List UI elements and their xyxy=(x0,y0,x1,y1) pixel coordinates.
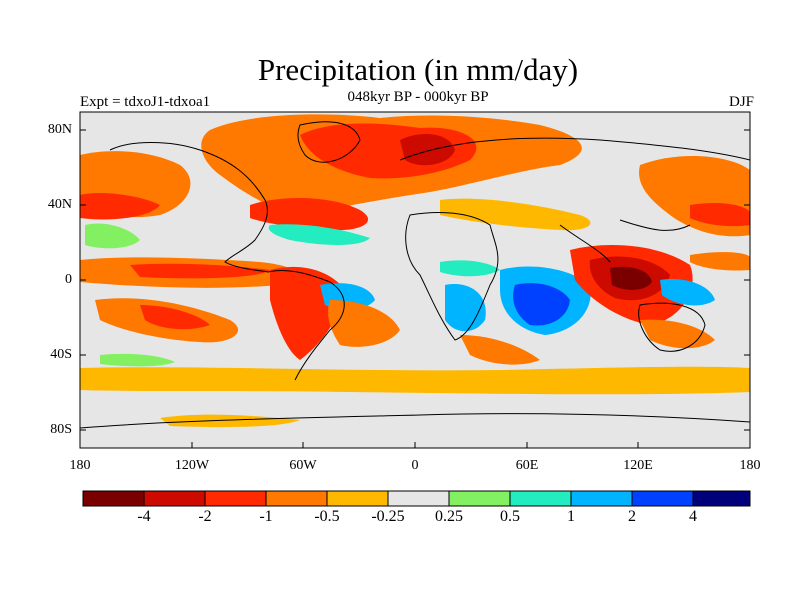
colorbar-box-1 xyxy=(82,490,145,507)
colorbar-label: -0.25 xyxy=(371,508,405,525)
colorbar-label: 2 xyxy=(628,508,636,525)
south-africa-dry xyxy=(460,335,540,365)
north-atlantic-core xyxy=(400,134,455,166)
colorbar-box-4 xyxy=(265,490,328,507)
west-pacific-wet xyxy=(660,279,715,306)
atlantic-storm-track xyxy=(250,198,369,231)
experiment-label: Expt = tdxoJ1-tdxoa1 xyxy=(80,94,211,110)
x-tick-60e: 60E xyxy=(515,458,539,473)
eurasia-belt xyxy=(440,198,591,231)
colorbar-label: 1 xyxy=(567,508,575,525)
southern-ocean-wet xyxy=(100,353,175,367)
x-tick-120e: 120E xyxy=(623,458,653,473)
colorbar xyxy=(82,490,751,507)
colorbar-box-11 xyxy=(692,490,751,507)
colorbar-label: 0.25 xyxy=(435,508,463,525)
south-atlantic-dry xyxy=(328,300,400,347)
south-america-coast xyxy=(267,269,345,381)
colorbar-label: -4 xyxy=(137,508,151,525)
x-tick-60w: 60W xyxy=(289,458,317,473)
x-tick-120w: 120W xyxy=(174,458,210,473)
x-tick-180e: 180 xyxy=(739,458,761,473)
colorbar-label: -2 xyxy=(198,508,212,525)
colorbar-box-5 xyxy=(326,490,389,507)
colorbar-label: 0.5 xyxy=(500,508,520,525)
coastlines xyxy=(80,121,750,429)
colorbar-box-9 xyxy=(570,490,633,507)
southern-ocean-band xyxy=(80,366,750,395)
colorbar-box-2 xyxy=(143,490,206,507)
north-pacific-strong xyxy=(80,193,160,220)
plot-subtitle: 048kyr BP - 000kyr BP xyxy=(347,89,489,105)
pacific-wet-patch xyxy=(85,223,140,249)
y-tick-40n: 40N xyxy=(47,197,72,212)
antarctic-coast-dry xyxy=(160,414,300,428)
australia-coast xyxy=(638,302,706,352)
colorbar-box-8 xyxy=(509,490,572,507)
africa-wet xyxy=(445,284,486,332)
plot-title: Precipitation (in mm/day) xyxy=(257,52,579,87)
y-tick-80s: 80S xyxy=(50,422,72,437)
maritime-continent-extreme xyxy=(610,266,652,290)
colorbar-label: -1 xyxy=(259,508,273,525)
colorbar-box-7 xyxy=(448,490,511,507)
north-america-coast xyxy=(109,142,269,273)
south-pacific-strong xyxy=(140,305,210,330)
colorbar-box-6 xyxy=(387,490,450,507)
atlantic-wet-band xyxy=(268,224,370,245)
greenland-coast xyxy=(297,121,361,163)
eurasia-coast xyxy=(399,137,750,263)
tropical-pacific-strong xyxy=(130,263,270,279)
colorbar-label: 4 xyxy=(689,508,697,525)
y-tick-40s: 40S xyxy=(50,347,72,362)
africa-coast xyxy=(405,211,499,341)
x-tick-180w: 180 xyxy=(69,458,91,473)
colorbar-box-10 xyxy=(631,490,694,507)
season-label: DJF xyxy=(728,94,754,110)
y-tick-0: 0 xyxy=(65,272,72,287)
y-tick-80n: 80N xyxy=(47,122,72,137)
west-africa-wet xyxy=(440,260,500,277)
west-pacific-dry xyxy=(690,252,750,271)
colorbar-box-3 xyxy=(204,490,267,507)
indian-ocean-wet-core xyxy=(513,283,570,326)
map-field xyxy=(80,112,750,448)
colorbar-label: -0.5 xyxy=(314,508,340,525)
antarctica-coast xyxy=(80,413,750,429)
axis-ticks xyxy=(79,129,751,448)
x-tick-0: 0 xyxy=(411,458,419,473)
east-asia-strong xyxy=(690,202,750,227)
